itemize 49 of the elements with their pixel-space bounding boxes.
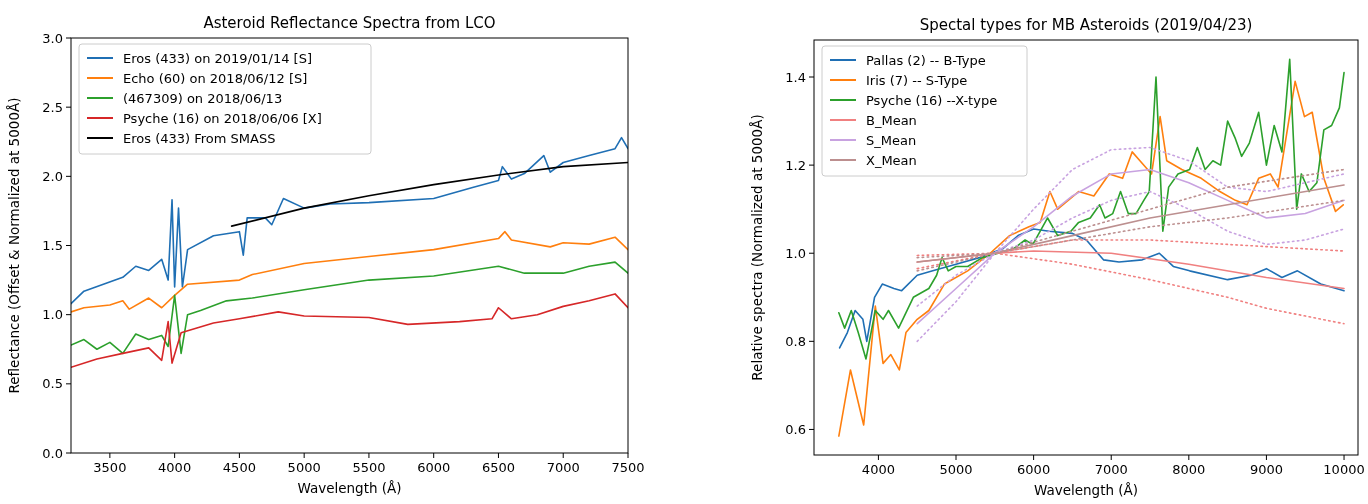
x-tick-label: 4500 [222, 460, 256, 475]
line-series [71, 293, 628, 369]
x-tick-label: 6500 [481, 460, 516, 475]
y-tick-label: 1.0 [785, 245, 806, 261]
y-tick-label: 3.0 [42, 30, 63, 46]
line-series [71, 230, 628, 313]
x-axis-title: Wavelength (Å) [297, 480, 402, 496]
legend-label: X_Mean [866, 153, 917, 168]
y-tick-label: 1.0 [42, 307, 63, 323]
y-tick-label: 0.6 [785, 421, 806, 437]
x-tick-label: 7000 [1094, 462, 1128, 477]
x-axis-title: Wavelength (Å) [1033, 482, 1139, 498]
y-tick-label: 0.8 [785, 333, 806, 349]
x-tick-label: 7500 [611, 460, 645, 475]
legend-label: S_Mean [866, 133, 917, 148]
legend-label: B_Mean [866, 113, 917, 128]
x-tick-label: 3500 [93, 460, 127, 475]
chart-title: Asteroid Reflectance Spectra from LCO [203, 14, 496, 32]
y-tick-label: 2.0 [42, 168, 63, 184]
legend-label: Echo (60) on 2018/06/12 [S] [123, 71, 308, 86]
line-series [838, 228, 1345, 349]
x-tick-label: 4000 [861, 462, 895, 477]
y-tick-label: 1.5 [42, 238, 63, 253]
y-tick-label: 2.5 [42, 99, 63, 115]
legend-label: Psyche (16) on 2018/06/06 [X] [123, 111, 322, 126]
legend-label: Psyche (16) --X-type [866, 93, 998, 108]
x-tick-label: 6000 [417, 460, 451, 475]
x-tick-label: 8000 [1172, 462, 1206, 477]
x-tick-label: 5000 [939, 462, 973, 477]
x-tick-label: 6000 [1017, 462, 1051, 477]
x-tick-label: 5000 [287, 460, 321, 475]
x-tick-label: 5500 [352, 460, 386, 475]
y-tick-label: 1.4 [785, 69, 806, 85]
y-tick-label: 1.2 [785, 157, 806, 173]
y-tick-label: 0.5 [42, 376, 63, 392]
y-axis-title: Reflectance (Offset & Normalized at 5000Å) [6, 97, 22, 394]
x-tick-label: 7000 [546, 460, 580, 475]
x-tick-label: 4000 [158, 460, 192, 475]
x-tick-label: 9000 [1249, 462, 1283, 477]
legend-label: Iris (7) -- S-Type [866, 73, 968, 88]
chart-title: Spectal types for MB Asteroids (2019/04/23) [919, 16, 1253, 34]
y-axis-title: Relative spectra (Normalized at 5000Å) [749, 114, 765, 381]
legend-label: (467309) on 2018/06/13 [123, 91, 283, 106]
line-series [71, 261, 628, 355]
y-tick-label: 0.0 [42, 445, 63, 461]
legend-label: Pallas (2) -- B-Type [866, 53, 986, 68]
x-tick-label: 10000 [1323, 462, 1365, 477]
legend-label: Eros (433) on 2019/01/14 [S] [123, 51, 313, 66]
legend-label: Eros (433) From SMASS [123, 131, 276, 146]
